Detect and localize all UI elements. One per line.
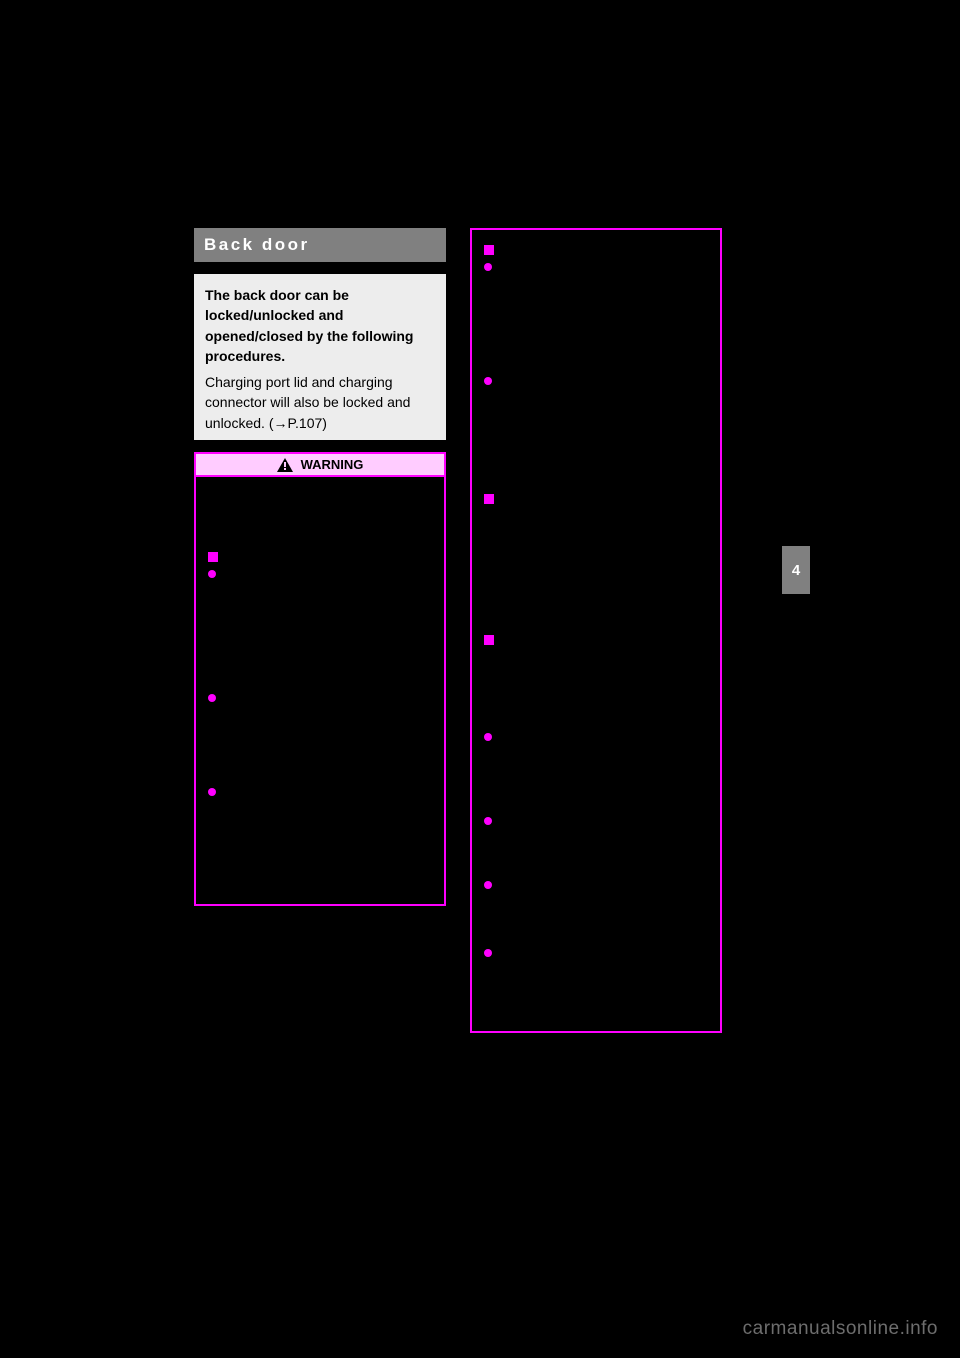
left-column: Back door The back door can be locked/un… <box>194 228 446 906</box>
bullet-dot-icon <box>484 817 492 825</box>
warning-label: WARNING <box>301 457 364 472</box>
section-title-text: Back door <box>204 235 310 254</box>
warning-subheading <box>484 491 708 504</box>
bullet-dot-icon <box>484 881 492 889</box>
bullet-dot-icon <box>484 263 492 271</box>
warning-bullet <box>484 813 708 825</box>
chapter-tab: 4 <box>782 546 810 594</box>
intro-strong-text: The back door can be locked/unlocked and… <box>205 285 435 366</box>
bullet-dot-icon <box>484 949 492 957</box>
warning-bullet <box>484 373 708 385</box>
warning-bullet <box>208 566 432 578</box>
warning-body-left <box>196 477 444 904</box>
square-marker-icon <box>208 552 218 562</box>
warning-bullet <box>484 945 708 957</box>
warning-subheading <box>484 242 708 255</box>
square-marker-icon <box>484 635 494 645</box>
manual-page: Back door The back door can be locked/un… <box>194 228 722 1062</box>
intro-plain-text: Charging port lid and charging connector… <box>205 372 435 433</box>
warning-triangle-icon <box>277 458 293 472</box>
chapter-tab-number: 4 <box>792 562 800 579</box>
bullet-dot-icon <box>484 377 492 385</box>
bullet-dot-icon <box>484 733 492 741</box>
warning-subheading <box>484 632 708 645</box>
watermark-text: carmanualsonline.info <box>743 1318 938 1339</box>
warning-bullet <box>484 729 708 741</box>
warning-header: WARNING <box>196 454 444 477</box>
section-title: Back door <box>194 228 446 262</box>
bullet-dot-icon <box>208 570 216 578</box>
watermark: carmanualsonline.info <box>743 1318 938 1340</box>
warning-subheading <box>208 549 432 562</box>
warning-bullet <box>208 690 432 702</box>
bullet-dot-icon <box>208 788 216 796</box>
right-column-warning-box <box>470 228 722 1033</box>
warning-bullet <box>484 877 708 889</box>
warning-bullet <box>208 784 432 796</box>
warning-bullet <box>484 259 708 271</box>
warning-box-left: WARNING <box>194 452 446 906</box>
square-marker-icon <box>484 494 494 504</box>
intro-box: The back door can be locked/unlocked and… <box>194 274 446 440</box>
bullet-dot-icon <box>208 694 216 702</box>
warning-body-right <box>472 230 720 1031</box>
square-marker-icon <box>484 245 494 255</box>
